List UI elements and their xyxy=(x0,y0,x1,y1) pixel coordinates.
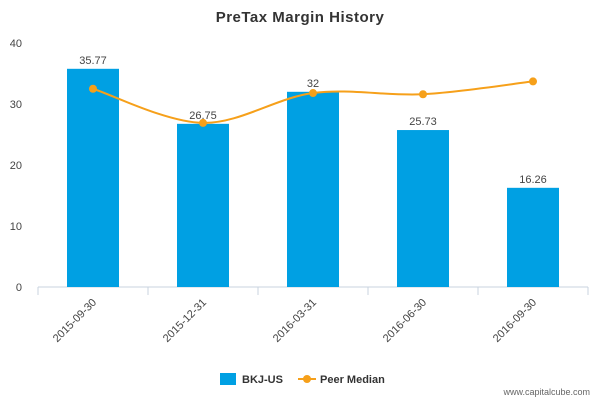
bar-series-bkj-us xyxy=(67,68,559,287)
bar-data-label: 16.26 xyxy=(519,174,547,186)
y-tick-label: 0 xyxy=(16,282,22,294)
y-tick-label: 30 xyxy=(10,99,22,111)
peer-median-point[interactable] xyxy=(89,84,97,93)
x-tick-label: 2016-09-30 xyxy=(491,297,539,345)
y-tick-label: 10 xyxy=(10,221,22,233)
chart-title: PreTax Margin History xyxy=(216,9,385,26)
x-tick-label: 2016-06-30 xyxy=(381,297,429,345)
peer-median-point[interactable] xyxy=(529,77,537,86)
x-tick-label: 2015-12-31 xyxy=(161,297,209,345)
legend-label-bkj-us[interactable]: BKJ-US xyxy=(242,374,283,386)
y-tick-label: 20 xyxy=(10,160,22,172)
peer-median-point[interactable] xyxy=(419,90,427,99)
x-tick-label: 2015-09-30 xyxy=(51,297,99,345)
bar-data-label: 35.77 xyxy=(79,55,107,67)
bar-data-label: 32 xyxy=(307,78,319,90)
x-tick-label: 2016-03-31 xyxy=(271,297,319,345)
bar-data-labels: 35.77 26.75 32 25.73 16.26 xyxy=(79,55,547,186)
x-axis-ticks: 2015-09-30 2015-12-31 2016-03-31 2016-06-30… xyxy=(37,287,589,345)
bar-bkj-us[interactable] xyxy=(67,68,119,287)
bar-bkj-us[interactable] xyxy=(397,130,449,287)
bar-bkj-us[interactable] xyxy=(177,123,229,287)
source-credit: www.capitalcube.com xyxy=(502,387,590,397)
peer-median-point[interactable] xyxy=(199,118,207,127)
legend-swatch-peer-median-marker[interactable] xyxy=(303,375,311,383)
bar-bkj-us[interactable] xyxy=(507,187,559,287)
bar-data-label: 26.75 xyxy=(189,110,217,122)
legend-label-peer-median[interactable]: Peer Median xyxy=(320,374,385,386)
line-series-peer-median xyxy=(89,77,537,127)
bar-bkj-us[interactable] xyxy=(287,91,339,287)
legend-swatch-bkj-us[interactable] xyxy=(220,373,236,385)
chart-legend[interactable]: BKJ-US Peer Median xyxy=(220,373,385,386)
bar-data-label: 25.73 xyxy=(409,116,437,128)
y-tick-label: 40 xyxy=(10,38,22,50)
peer-median-point[interactable] xyxy=(309,89,317,98)
y-axis-ticks: 0 10 20 30 40 xyxy=(10,38,22,294)
